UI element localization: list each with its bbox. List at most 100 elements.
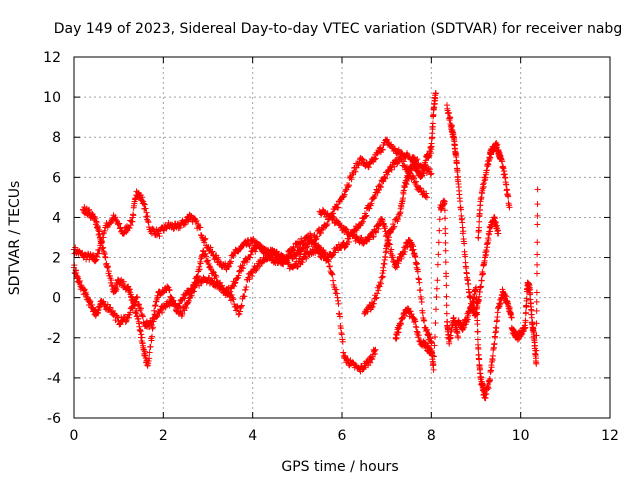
- trail-marker: [328, 253, 335, 260]
- trail-marker: [294, 263, 301, 270]
- trail-marker: [354, 160, 361, 167]
- trail-marker: [453, 160, 460, 167]
- trail-marker: [156, 309, 163, 316]
- trail-marker: [339, 338, 346, 345]
- trail-marker: [330, 277, 337, 284]
- trail-marker: [358, 220, 365, 227]
- trail-marker: [116, 220, 123, 227]
- trail-marker: [197, 232, 204, 239]
- data-point: [481, 394, 488, 401]
- trail-marker: [373, 186, 380, 193]
- data-point: [164, 284, 171, 291]
- data-point: [499, 288, 506, 295]
- data-point: [341, 354, 348, 361]
- data-point: [164, 222, 171, 229]
- data-point: [443, 318, 450, 325]
- trail-marker: [126, 224, 133, 231]
- data-point: [526, 284, 533, 291]
- trail-marker: [394, 264, 401, 271]
- data-point: [363, 238, 370, 245]
- trail-marker: [118, 317, 125, 324]
- data-point: [298, 256, 305, 263]
- trail-marker: [503, 181, 510, 188]
- trail-marker: [411, 175, 418, 182]
- data-point: [124, 284, 131, 291]
- trail-marker: [442, 215, 449, 222]
- trail-marker: [249, 272, 256, 279]
- trail-marker: [242, 286, 249, 293]
- trail-marker: [436, 216, 443, 223]
- trail-marker: [435, 251, 442, 258]
- data-point: [263, 254, 270, 261]
- data-point: [289, 264, 296, 271]
- data-point: [414, 184, 421, 191]
- trail-marker: [343, 226, 350, 233]
- trail-marker: [499, 158, 506, 165]
- data-point: [477, 198, 484, 205]
- trail-marker: [198, 279, 205, 286]
- data-point: [97, 238, 104, 245]
- data-point: [508, 314, 515, 321]
- trail-marker: [185, 299, 192, 306]
- trail-marker: [240, 265, 247, 272]
- trail-marker: [522, 319, 529, 326]
- trail-marker: [374, 290, 381, 297]
- trail-marker: [375, 287, 382, 294]
- data-point: [88, 304, 95, 311]
- trail-marker: [398, 255, 405, 262]
- trail-marker: [402, 155, 409, 162]
- data-point: [437, 204, 444, 211]
- data-point: [399, 250, 406, 257]
- trail-marker: [138, 305, 144, 312]
- chart-title: Day 149 of 2023, Sidereal Day-to-day VTE…: [54, 21, 622, 37]
- data-point: [459, 326, 466, 333]
- trail-marker: [483, 248, 490, 255]
- trail-marker: [368, 200, 375, 207]
- data-point: [129, 218, 136, 225]
- trail-marker: [476, 218, 483, 225]
- trail-marker: [210, 269, 217, 276]
- data-point: [506, 204, 513, 211]
- trail-marker: [412, 318, 419, 325]
- trail-marker: [347, 173, 354, 180]
- trail-marker: [485, 237, 492, 244]
- trail-marker: [447, 334, 454, 341]
- data-point: [140, 198, 147, 205]
- data-point: [464, 314, 471, 321]
- trail-marker: [253, 266, 260, 273]
- data-point: [129, 294, 136, 301]
- trail-marker: [196, 266, 203, 273]
- trail-marker: [434, 261, 441, 268]
- trail-marker: [226, 263, 233, 270]
- data-point: [200, 248, 207, 255]
- data-point: [356, 156, 363, 163]
- data-point: [401, 184, 408, 191]
- data-point: [218, 284, 225, 291]
- trail-marker: [447, 115, 454, 122]
- trail-marker: [106, 220, 113, 227]
- trail-marker: [487, 367, 494, 374]
- trail-marker: [345, 183, 352, 190]
- data-point: [490, 344, 497, 351]
- x-tick-label: 6: [338, 428, 347, 444]
- trail-marker: [205, 257, 211, 264]
- trail-marker: [533, 307, 540, 314]
- trail-marker: [368, 304, 375, 311]
- trail-marker: [429, 120, 436, 127]
- data-point: [97, 300, 104, 307]
- trail-marker: [395, 146, 402, 153]
- series-track-J: [509, 201, 541, 366]
- data-point: [298, 238, 305, 245]
- data-point: [423, 194, 430, 201]
- trail-marker: [115, 221, 122, 228]
- trail-marker: [503, 186, 510, 193]
- trail-marker: [534, 239, 541, 246]
- trail-marker: [137, 328, 144, 335]
- data-point: [481, 174, 488, 181]
- trail-marker: [231, 301, 238, 308]
- data-point: [316, 250, 323, 257]
- data-point: [414, 268, 421, 275]
- data-point: [343, 240, 350, 247]
- trail-marker: [492, 334, 499, 341]
- data-point: [475, 234, 482, 241]
